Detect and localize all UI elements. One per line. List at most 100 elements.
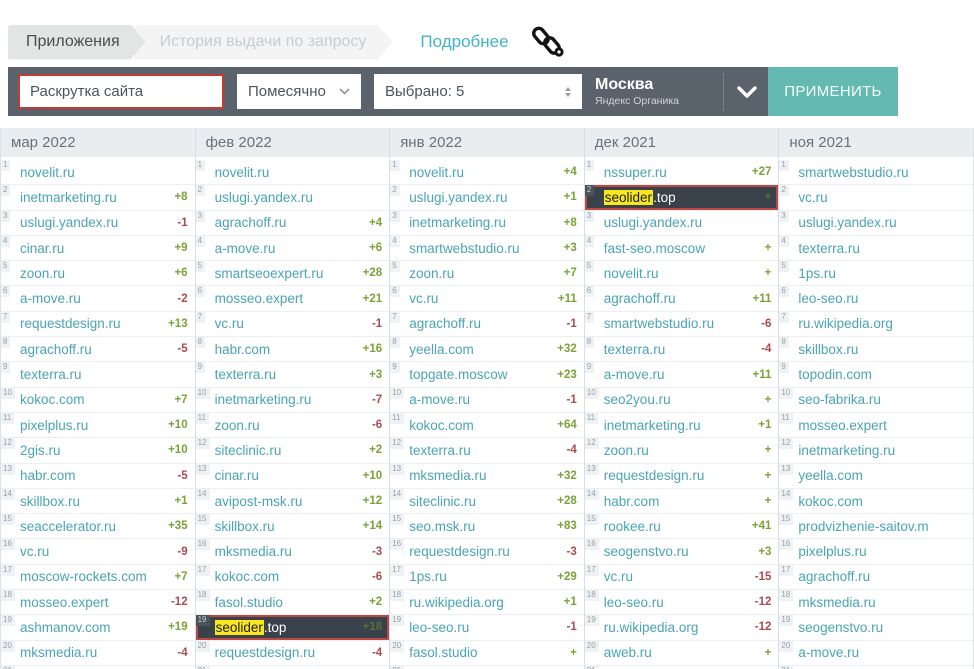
table-row[interactable]: 21 [195, 665, 390, 669]
domain-link[interactable]: inetmarketing.ru [798, 442, 896, 458]
domain-link[interactable]: zoon.ru [409, 265, 455, 281]
domain-link[interactable]: requestdesign.ru [409, 544, 510, 560]
table-row[interactable]: 1 novelit.ru [1, 160, 195, 186]
table-row[interactable]: 19 ashmanov.com +19 [1, 615, 195, 641]
table-row[interactable]: 13 requestdesign.ru + [584, 463, 779, 489]
table-row[interactable]: 2 uslugi.yandex.ru [195, 185, 390, 211]
table-row[interactable]: 2 inetmarketing.ru +8 [1, 185, 195, 211]
table-row[interactable]: 14 skillbox.ru +1 [1, 488, 195, 515]
domain-link[interactable]: uslugi.yandex.ru [409, 189, 508, 205]
domain-link[interactable]: agrachoff.ru [214, 215, 287, 231]
domain-link[interactable]: seaccelerator.ru [20, 518, 117, 534]
table-row[interactable]: 8 yeella.com +32 [390, 337, 584, 363]
query-input[interactable] [18, 74, 224, 109]
domain-link[interactable]: habr.com [603, 493, 660, 509]
table-row[interactable]: 13 cinar.ru +10 [195, 463, 390, 489]
table-row[interactable]: 1 novelit.ru [195, 160, 390, 186]
domain-link[interactable]: mksmedia.ru [409, 468, 487, 484]
table-row[interactable]: 7 smartwebstudio.ru -6 [584, 311, 779, 338]
table-row[interactable]: 13 yeella.com [779, 463, 973, 489]
table-row[interactable]: 9 texterra.ru [1, 362, 195, 388]
table-row[interactable]: 9 texterra.ru +3 [195, 362, 390, 388]
table-row[interactable]: 10 seo2you.ru + [584, 387, 779, 413]
table-row[interactable]: 18 mksmedia.ru [779, 590, 973, 616]
domain-link[interactable]: seo-fabrika.ru [798, 392, 881, 408]
domain-link[interactable]: aweb.ru [603, 645, 652, 661]
table-row[interactable]: 1 smartwebstudio.ru [779, 160, 973, 186]
domain-link[interactable]: agrachoff.ru [20, 341, 92, 357]
domain-link[interactable]: cinar.ru [20, 240, 65, 256]
domain-link[interactable]: novelit.ru [409, 164, 464, 180]
domain-link[interactable]: smartwebstudio.ru [798, 164, 909, 180]
table-row[interactable]: 18 ru.wikipedia.org +1 [390, 590, 584, 616]
domain-link[interactable]: requestdesign.ru [20, 316, 121, 332]
domain-link[interactable]: a-move.ru [409, 392, 470, 408]
table-row[interactable]: 4 a-move.ru +6 [195, 235, 390, 262]
table-row[interactable]: 8 habr.com +16 [195, 337, 390, 363]
domain-link[interactable]: ru.wikipedia.org [603, 619, 699, 635]
table-row[interactable]: 6 leo-seo.ru [779, 286, 973, 312]
domain-link[interactable]: rookee.ru [603, 518, 661, 534]
table-row[interactable]: 14 kokoc.com [779, 488, 973, 515]
domain-link[interactable]: a-move.ru [20, 291, 81, 307]
table-row[interactable]: 3 uslugi.yandex.ru [779, 210, 973, 236]
table-row[interactable]: 18 fasol.studio +2 [195, 590, 390, 616]
table-row[interactable]: 21 [390, 665, 584, 669]
domain-link[interactable]: inetmarketing.ru [20, 189, 117, 205]
table-row[interactable]: 9 topgate.moscow +23 [390, 362, 584, 388]
domain-link[interactable]: cinar.ru [214, 468, 259, 484]
domain-link[interactable]: texterra.ru [20, 367, 82, 383]
domain-link[interactable]: yeella.com [798, 468, 863, 484]
domain-link[interactable]: pixelplus.ru [798, 544, 867, 560]
domain-link[interactable]: uslugi.yandex.ru [603, 215, 703, 231]
table-row[interactable]: 4 fast-seo.moscow + [584, 235, 779, 262]
table-row[interactable]: 8 texterra.ru -4 [584, 337, 779, 363]
domain-link[interactable]: ru.wikipedia.org [409, 594, 504, 610]
domain-link[interactable]: mksmedia.ru [214, 544, 292, 560]
domain-link[interactable]: requestdesign.ru [214, 645, 316, 661]
table-row[interactable]: 20 a-move.ru [779, 640, 973, 666]
domain-link[interactable]: prodvizhenie-saitov.m [798, 518, 929, 534]
domain-link[interactable]: 1ps.ru [409, 569, 447, 585]
table-row[interactable]: 20 requestdesign.ru -4 [195, 640, 390, 666]
domain-link[interactable]: mosseo.expert [20, 594, 109, 610]
table-row[interactable]: 17 kokoc.com -6 [195, 564, 390, 591]
table-row[interactable]: 9 topodin.com [779, 362, 973, 388]
table-row[interactable]: 14 avipost-msk.ru +12 [195, 488, 390, 515]
table-row[interactable]: 4 cinar.ru +9 [1, 235, 195, 262]
table-row[interactable]: 1 novelit.ru +4 [390, 160, 584, 186]
table-row[interactable]: 8 skillbox.ru [779, 337, 973, 363]
domain-link[interactable]: seolider.top [214, 619, 286, 635]
domain-link[interactable]: yeella.com [409, 341, 474, 357]
table-row[interactable]: 13 habr.com -5 [1, 463, 195, 489]
table-row[interactable]: 15 rookee.ru +41 [584, 514, 779, 540]
table-row[interactable]: 20 fasol.studio + [390, 640, 584, 666]
domain-link[interactable]: skillbox.ru [798, 341, 859, 357]
domain-link[interactable]: kokoc.com [409, 417, 474, 433]
region-selector[interactable]: Москва Яндекс Органика [595, 76, 721, 106]
table-row[interactable]: 6 mosseo.expert +21 [195, 286, 390, 312]
table-row[interactable]: 19 seogenstvo.ru [779, 615, 973, 641]
domain-link[interactable]: mosseo.expert [214, 291, 304, 307]
table-row[interactable]: 4 smartwebstudio.ru +3 [390, 235, 584, 262]
domain-link[interactable]: uslugi.yandex.ru [214, 189, 313, 205]
domain-link[interactable]: topgate.moscow [409, 367, 508, 383]
table-row[interactable]: 10 inetmarketing.ru -7 [195, 387, 390, 413]
domain-link[interactable]: uslugi.yandex.ru [20, 215, 119, 231]
table-row[interactable]: 16 pixelplus.ru [779, 539, 973, 565]
table-row[interactable]: 18 leo-seo.ru -12 [584, 590, 779, 616]
domain-link[interactable]: mosseo.expert [798, 417, 887, 433]
table-row[interactable]: 5 zoon.ru +7 [390, 261, 584, 287]
table-row[interactable]: 3 uslugi.yandex.ru [584, 210, 779, 236]
domain-link[interactable]: agrachoff.ru [409, 316, 481, 332]
table-row[interactable]: 2 seolider.top + [584, 185, 779, 211]
table-row[interactable]: 11 zoon.ru -6 [195, 412, 390, 439]
domain-link[interactable]: uslugi.yandex.ru [798, 215, 897, 231]
table-row[interactable]: 8 agrachoff.ru -5 [1, 337, 195, 363]
table-row[interactable]: 3 agrachoff.ru +4 [195, 210, 390, 236]
table-row[interactable]: 6 agrachoff.ru +11 [584, 286, 779, 312]
table-row[interactable]: 14 siteclinic.ru +28 [390, 488, 584, 515]
table-row[interactable]: 17 moscow-rockets.com +7 [1, 564, 195, 591]
domain-link[interactable]: nssuper.ru [603, 164, 667, 180]
domain-link[interactable]: leo-seo.ru [798, 291, 859, 307]
